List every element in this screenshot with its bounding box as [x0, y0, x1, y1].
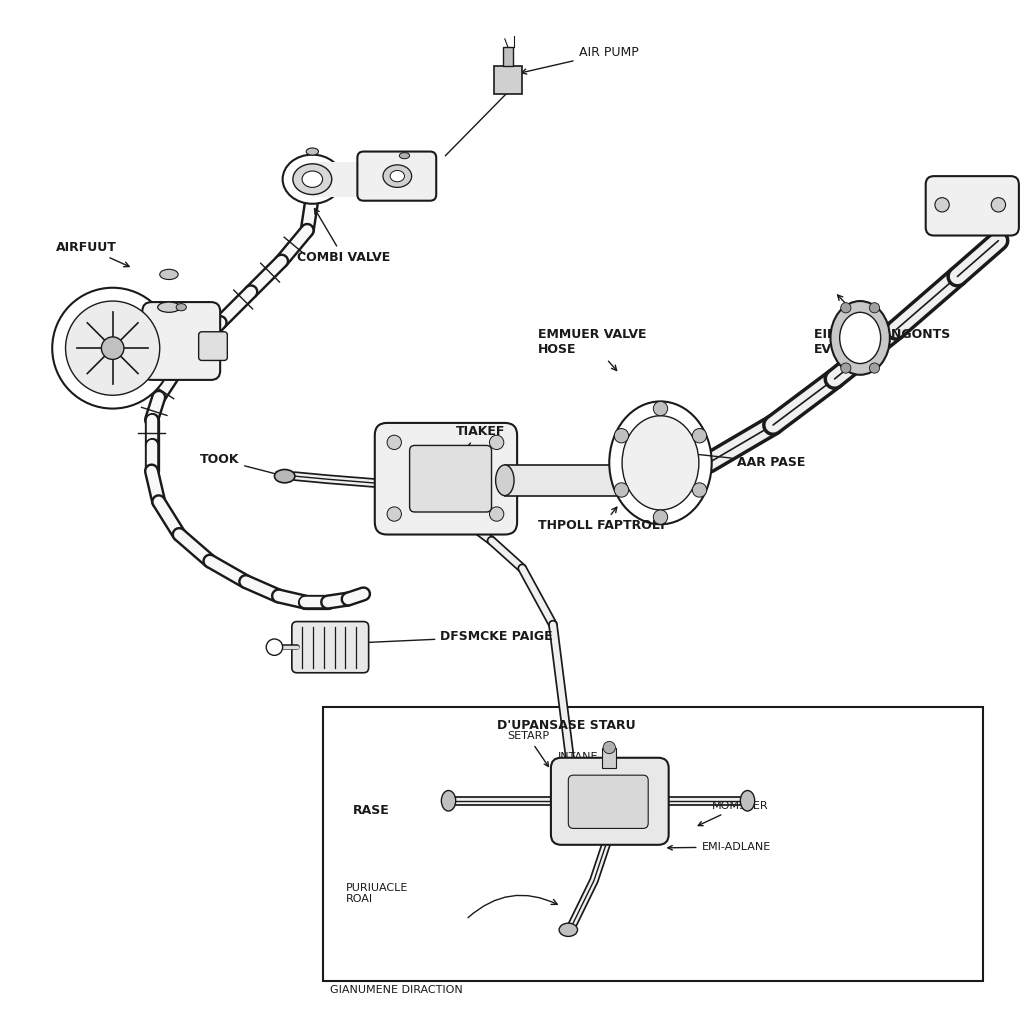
Text: INTANE: INTANE: [558, 752, 599, 790]
Ellipse shape: [623, 416, 698, 510]
Ellipse shape: [306, 148, 318, 155]
Ellipse shape: [496, 465, 514, 496]
Circle shape: [489, 507, 504, 521]
Ellipse shape: [399, 153, 410, 159]
Ellipse shape: [66, 301, 160, 395]
Circle shape: [489, 435, 504, 450]
Circle shape: [387, 507, 401, 521]
Ellipse shape: [383, 165, 412, 187]
Text: PURIUACLE
ROAI: PURIUACLE ROAI: [346, 883, 409, 904]
Bar: [312, 162, 384, 197]
Text: TIAKEF: TIAKEF: [454, 425, 505, 463]
Circle shape: [869, 303, 880, 313]
Bar: [602, 748, 616, 768]
FancyBboxPatch shape: [551, 758, 669, 845]
Text: D'UPANSASE STARU: D'UPANSASE STARU: [497, 719, 635, 732]
Circle shape: [603, 741, 615, 754]
Text: GIANUMENE DIRACTION: GIANUMENE DIRACTION: [330, 985, 463, 995]
Circle shape: [653, 510, 668, 524]
Text: SETARP: SETARP: [507, 731, 549, 767]
Text: RASE: RASE: [353, 804, 390, 817]
Text: AAR PASE: AAR PASE: [685, 452, 806, 469]
Bar: [505, 469, 705, 492]
Text: MOMSTER: MOMSTER: [698, 801, 768, 825]
Text: DFSMCKE PAIGE: DFSMCKE PAIGE: [357, 630, 553, 645]
Ellipse shape: [302, 171, 323, 187]
Text: AIR PUMP: AIR PUMP: [521, 46, 638, 74]
Circle shape: [614, 482, 629, 497]
Circle shape: [841, 362, 851, 373]
Bar: [505, 465, 694, 496]
Circle shape: [614, 428, 629, 442]
Text: THPOLL FAPTROLY: THPOLL FAPTROLY: [538, 507, 667, 532]
FancyBboxPatch shape: [375, 423, 517, 535]
Ellipse shape: [101, 337, 124, 359]
Ellipse shape: [283, 155, 342, 204]
Circle shape: [692, 482, 707, 497]
FancyBboxPatch shape: [410, 445, 492, 512]
FancyArrowPatch shape: [468, 895, 557, 918]
Text: COMBI VALVE: COMBI VALVE: [297, 209, 390, 264]
Ellipse shape: [160, 269, 178, 280]
Bar: [323, 707, 983, 981]
Circle shape: [935, 198, 949, 212]
Ellipse shape: [176, 304, 186, 311]
Ellipse shape: [158, 302, 180, 312]
Ellipse shape: [609, 401, 712, 524]
Text: TOOK: TOOK: [200, 453, 281, 476]
Ellipse shape: [840, 312, 881, 364]
Circle shape: [841, 303, 851, 313]
Text: EMI-ADLANE: EMI-ADLANE: [668, 842, 771, 852]
Ellipse shape: [559, 924, 578, 936]
FancyBboxPatch shape: [142, 302, 220, 380]
FancyBboxPatch shape: [199, 332, 227, 360]
Ellipse shape: [740, 791, 755, 811]
Text: EMMUER VALVE
HOSE: EMMUER VALVE HOSE: [538, 329, 646, 371]
Text: AIRFUUT: AIRFUUT: [56, 241, 129, 266]
Ellipse shape: [52, 288, 173, 409]
Ellipse shape: [293, 164, 332, 195]
FancyBboxPatch shape: [568, 775, 648, 828]
Ellipse shape: [441, 791, 456, 811]
Ellipse shape: [390, 171, 404, 182]
Bar: [503, 47, 513, 66]
Circle shape: [387, 435, 401, 450]
Ellipse shape: [830, 301, 890, 375]
Circle shape: [991, 198, 1006, 212]
Bar: [494, 66, 522, 94]
Circle shape: [266, 639, 283, 655]
Text: EINHANN ENGONTS
EVELUMITY: EINHANN ENGONTS EVELUMITY: [814, 295, 950, 356]
FancyBboxPatch shape: [357, 152, 436, 201]
Circle shape: [869, 362, 880, 373]
Ellipse shape: [274, 469, 295, 482]
Circle shape: [692, 428, 707, 442]
FancyBboxPatch shape: [926, 176, 1019, 236]
FancyBboxPatch shape: [292, 622, 369, 673]
Circle shape: [653, 401, 668, 416]
